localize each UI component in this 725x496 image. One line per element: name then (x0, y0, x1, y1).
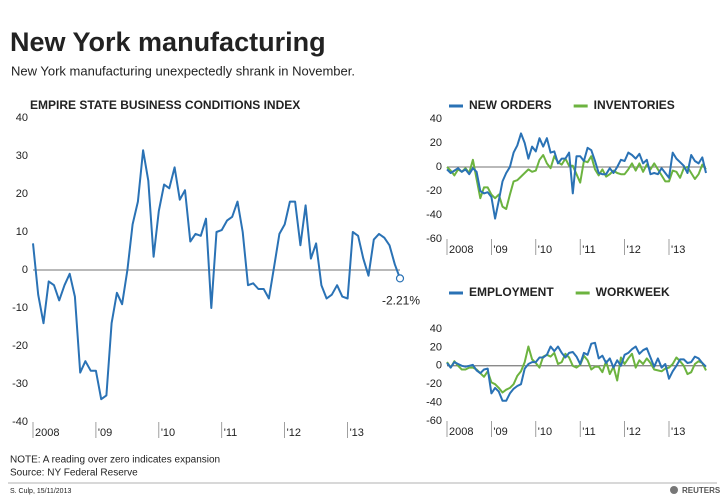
line (32, 149, 401, 401)
value-label: -2.21% (382, 294, 420, 308)
y-tick-label: 20 (16, 188, 28, 200)
x-tick-label: '13 (350, 427, 364, 439)
title: New York manufacturing (10, 27, 326, 57)
logo: REUTERS (682, 486, 721, 495)
y-tick-label: -40 (426, 397, 442, 409)
y-tick-label: -60 (426, 233, 442, 245)
x-tick-label: '09 (493, 244, 507, 256)
source: Source: NY Federal Reserve (10, 468, 138, 479)
y-tick-label: -30 (12, 378, 28, 390)
logo-icon (670, 486, 678, 494)
note: NOTE: A reading over zero indicates expa… (10, 455, 220, 466)
y-tick-label: 0 (22, 264, 28, 276)
legend-label: WORKWEEK (596, 285, 670, 299)
subtitle: New York manufacturing unexpectedly shra… (11, 63, 355, 78)
y-tick-label: -60 (426, 415, 442, 427)
y-tick-label: -20 (426, 378, 442, 390)
x-tick-label: '09 (493, 426, 507, 438)
line (446, 341, 707, 402)
line (446, 132, 707, 220)
y-tick-label: 20 (430, 341, 442, 353)
x-tick-label: '12 (287, 427, 301, 439)
y-tick-label: 10 (16, 226, 28, 238)
x-tick-label: '12 (627, 426, 641, 438)
x-tick-label: '10 (161, 427, 175, 439)
x-tick-label: '09 (98, 427, 112, 439)
x-tick-label: '13 (671, 426, 685, 438)
chart-title: EMPIRE STATE BUSINESS CONDITIONS INDEX (30, 98, 300, 112)
y-tick-label: -20 (426, 185, 442, 197)
x-tick-label: '11 (582, 426, 596, 438)
y-tick-label: -40 (12, 416, 28, 428)
y-tick-label: -10 (12, 302, 28, 314)
last-point (395, 274, 405, 283)
x-tick-label: 2008 (449, 244, 473, 256)
y-tick-label: -40 (426, 209, 442, 221)
y-tick-label: 30 (16, 150, 28, 162)
x-tick-label: '10 (538, 426, 552, 438)
legend-label: EMPLOYMENT (469, 285, 554, 299)
y-tick-label: 40 (430, 113, 442, 125)
y-tick-label: 40 (430, 323, 442, 335)
line (446, 154, 707, 210)
credit: S. Culp, 15/11/2013 (10, 488, 71, 495)
y-tick-label: -20 (12, 340, 28, 352)
y-tick-label: 0 (436, 161, 442, 173)
x-tick-label: '11 (224, 427, 238, 439)
x-tick-label: '11 (582, 244, 596, 256)
legend-label: NEW ORDERS (469, 98, 552, 112)
x-tick-label: 2008 (449, 426, 473, 438)
y-tick-label: 20 (430, 137, 442, 149)
y-tick-label: 40 (16, 112, 28, 124)
x-tick-label: '13 (671, 244, 685, 256)
x-tick-label: '12 (627, 244, 641, 256)
x-tick-label: '10 (538, 244, 552, 256)
y-tick-label: 0 (436, 360, 442, 372)
x-tick-label: 2008 (35, 427, 59, 439)
legend-label: INVENTORIES (594, 98, 675, 112)
